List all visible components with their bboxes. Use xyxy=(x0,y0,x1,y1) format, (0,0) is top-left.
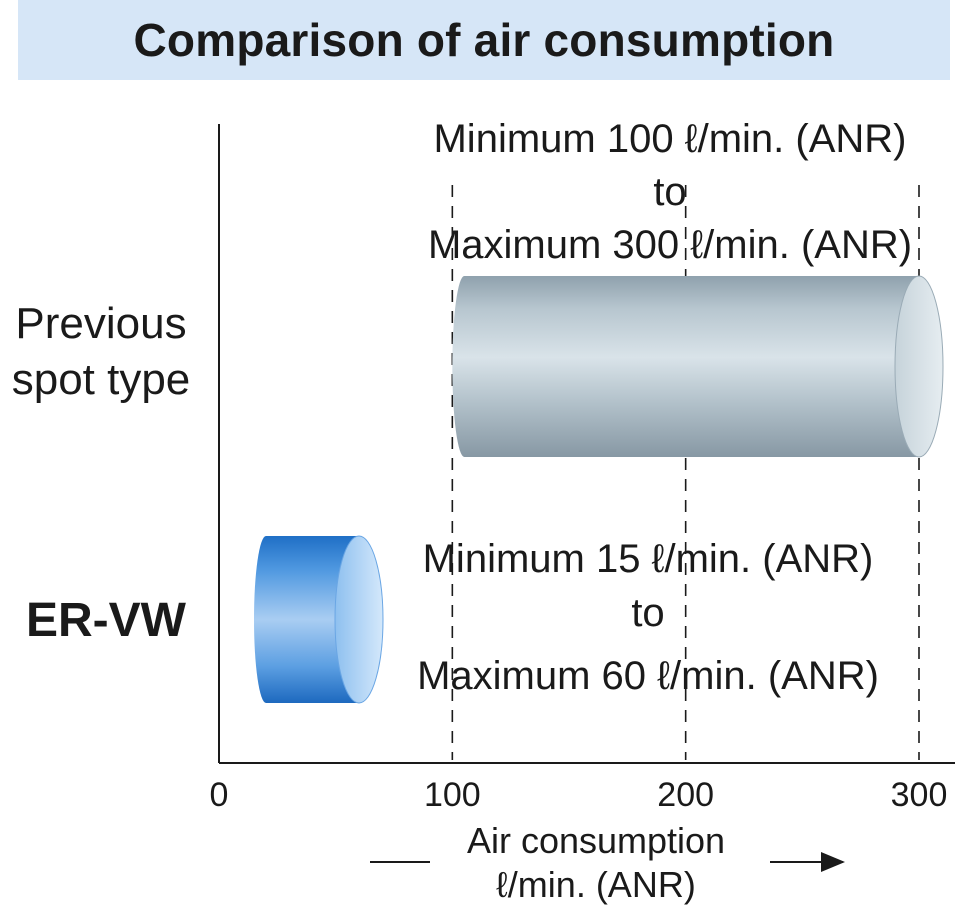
bar-er-vw-end-cap xyxy=(334,535,384,704)
annotation-1-line-2: Maximum 60 ℓ/min. (ANR) xyxy=(417,654,879,698)
x-tick-label-200: 200 xyxy=(657,776,714,814)
bar-er-vw xyxy=(254,535,384,704)
category-labels: Previous spot type ER-VW xyxy=(12,299,191,647)
range-annotations: Minimum 100 ℓ/min. (ANR) to Maximum 300 ℓ/… xyxy=(417,117,912,698)
category-label-0-line-0: Previous xyxy=(15,299,186,348)
category-label-0-line-1: spot type xyxy=(12,355,191,404)
annotation-0-line-0: Minimum 100 ℓ/min. (ANR) xyxy=(433,117,906,161)
category-label-1-line-0: ER-VW xyxy=(26,594,187,647)
x-axis-title: Air consumption ℓ/min. (ANR) xyxy=(370,820,845,905)
axes xyxy=(218,124,955,764)
bars xyxy=(254,275,944,704)
annotation-1-line-0: Minimum 15 ℓ/min. (ANR) xyxy=(423,537,874,581)
annotation-0-line-1: to xyxy=(653,170,686,214)
bar-previous-spot-type xyxy=(452,275,944,458)
chart-title-band: Comparison of air consumption xyxy=(18,0,950,80)
x-tick-label-100: 100 xyxy=(424,776,481,814)
annotation-1-line-1: to xyxy=(631,591,664,635)
x-tick-label-0: 0 xyxy=(210,776,229,814)
annotation-0-line-2: Maximum 300 ℓ/min. (ANR) xyxy=(428,223,912,267)
bar-previous-spot-type-body xyxy=(452,276,931,457)
x-tick-label-300: 300 xyxy=(891,776,948,814)
bar-previous-spot-type-end-cap xyxy=(894,275,944,458)
x-axis-title-line1: Air consumption xyxy=(467,820,725,861)
chart-title: Comparison of air consumption xyxy=(133,14,835,66)
x-axis-title-line2: ℓ/min. (ANR) xyxy=(496,864,696,905)
x-tick-labels: 0 100 200 300 xyxy=(210,776,948,814)
